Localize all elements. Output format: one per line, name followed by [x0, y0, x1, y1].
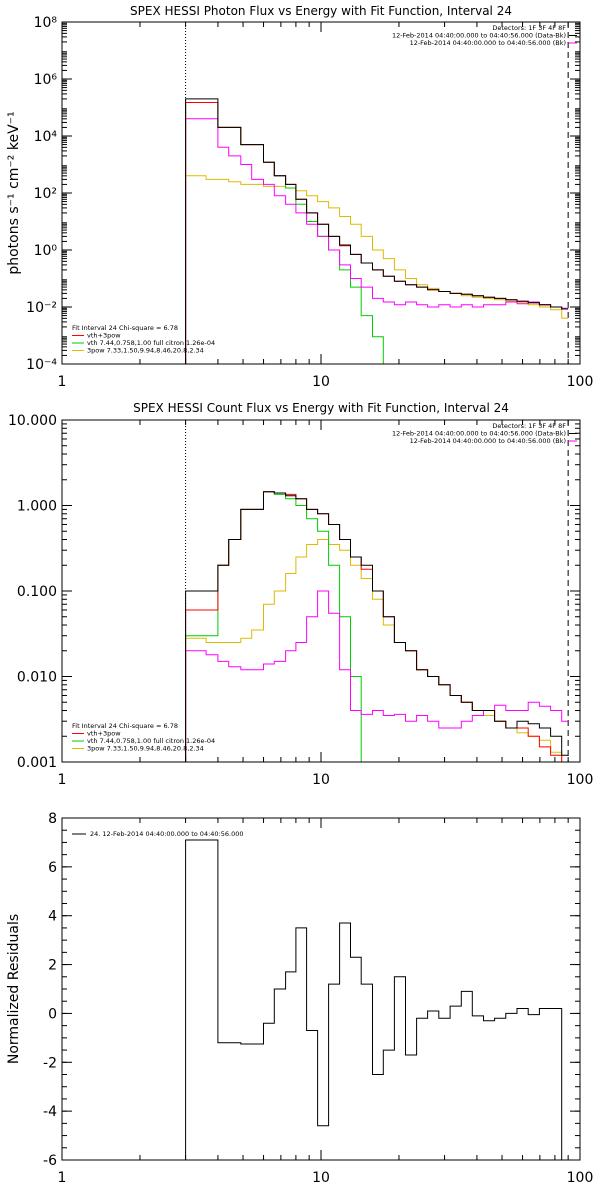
legend-top-entry: Detectors: 1F 3F 4F 8F [492, 24, 566, 32]
legend-bottom-title: Fit Interval 24 Chi-square = 6.78 [72, 324, 178, 332]
series-3-line [185, 491, 362, 762]
x-tick-label: 1 [58, 772, 67, 788]
y-tick-label: 10⁶ [34, 72, 58, 88]
x-tick-label: 100 [567, 772, 594, 788]
series-0-line [185, 839, 569, 1160]
series-0-line [185, 491, 569, 762]
y-axis-label: photons s⁻¹ cm⁻² keV⁻¹ [6, 111, 22, 274]
y-tick-label: 10⁸ [34, 15, 58, 31]
legend-bottom-title: Fit Interval 24 Chi-square = 6.78 [72, 722, 178, 730]
series-1-line [185, 118, 569, 364]
plot-area [185, 491, 569, 762]
series-0-line [185, 98, 569, 364]
x-tick-label: 1 [58, 374, 67, 390]
y-tick-label: 0 [48, 1006, 57, 1022]
legend-top-entry: 12-Feb-2014 04:40:00.000 to 04:40:56.000… [410, 437, 566, 445]
legend-top-entry: 12-Feb-2014 04:40:00.000 to 04:40:56.000… [410, 39, 566, 47]
legend-bottom-entry: vth+3pow [87, 730, 121, 738]
y-tick-label: 1.000 [17, 499, 57, 515]
series-4-line [185, 175, 569, 364]
series-2-line [185, 102, 569, 364]
y-tick-label: 0.001 [17, 755, 57, 771]
x-tick-label: 10 [312, 1170, 330, 1186]
series-2-line [185, 491, 563, 762]
x-tick-label: 100 [567, 374, 594, 390]
residuals-panel: 1 10 100 -6 -4 -2 0 2 4 6 8 Normalized Residuals 24.… [6, 811, 593, 1186]
plot-frame [61, 21, 581, 365]
y-tick-label: 4 [48, 909, 57, 925]
y-tick-label: -2 [43, 1055, 57, 1071]
y-tick-label: -4 [43, 1104, 57, 1120]
y-tick-label: 10⁰ [34, 243, 58, 259]
x-tick-label: 1 [58, 1170, 67, 1186]
legend-top-entry: 12-Feb-2014 04:40:00.000 to 04:40:56.000… [392, 32, 566, 40]
x-tick-label: 100 [567, 1170, 594, 1186]
y-tick-label: -6 [43, 1153, 57, 1169]
y-tick-label: 10² [34, 186, 57, 202]
y-tick-label: 8 [48, 811, 57, 827]
legend-top-entry: 12-Feb-2014 04:40:00.000 to 04:40:56.000… [392, 430, 566, 438]
y-tick-label: 10⁻² [26, 300, 57, 316]
y-tick-label: 10⁻⁴ [26, 357, 57, 373]
plot-area [185, 839, 569, 1160]
chart-title: SPEX HESSI Count Flux vs Energy with Fit… [133, 401, 509, 415]
plot-frame [61, 817, 581, 1161]
legend-bottom-entry: vth 7.44,0.758,1.00 full citron 1.26e-04 [87, 737, 215, 745]
plot-area [185, 98, 569, 364]
x-tick-label: 10 [312, 772, 330, 788]
series-3-line [185, 102, 395, 364]
y-tick-label: 0.100 [17, 584, 57, 600]
photon-flux-panel: SPEX HESSI Photon Flux vs Energy with Fi… [6, 4, 594, 390]
legend-bottom-entry: 3pow 7.33,1.50,9.94,8.46,20.8,2.34 [87, 745, 204, 753]
y-tick-label: 2 [48, 958, 57, 974]
y-tick-label: 0.010 [17, 670, 57, 686]
x-tick-label: 10 [312, 374, 330, 390]
legend-top-entry: Detectors: 1F 3F 4F 8F [492, 422, 566, 430]
series-4-line [185, 539, 563, 762]
legend-bottom-entry: 3pow 7.33,1.50,9.94,8.46,20.8,2.34 [87, 347, 204, 355]
chart-title: SPEX HESSI Photon Flux vs Energy with Fi… [130, 4, 512, 18]
legend-bottom-entry: vth+3pow [87, 332, 121, 340]
y-axis-label: Normalized Residuals [6, 914, 22, 1064]
count-flux-panel: SPEX HESSI Count Flux vs Energy with Fit… [8, 401, 594, 788]
series-1-line [185, 590, 569, 762]
y-tick-label: 10.000 [8, 413, 57, 429]
legend-entry: 24. 12-Feb-2014 04:40:00.000 to 04:40:56… [90, 830, 243, 838]
legend-bottom-entry: vth 7.44,0.758,1.00 full citron 1.26e-04 [87, 339, 215, 347]
y-tick-label: 6 [48, 860, 57, 876]
y-tick-label: 10⁴ [34, 129, 58, 145]
